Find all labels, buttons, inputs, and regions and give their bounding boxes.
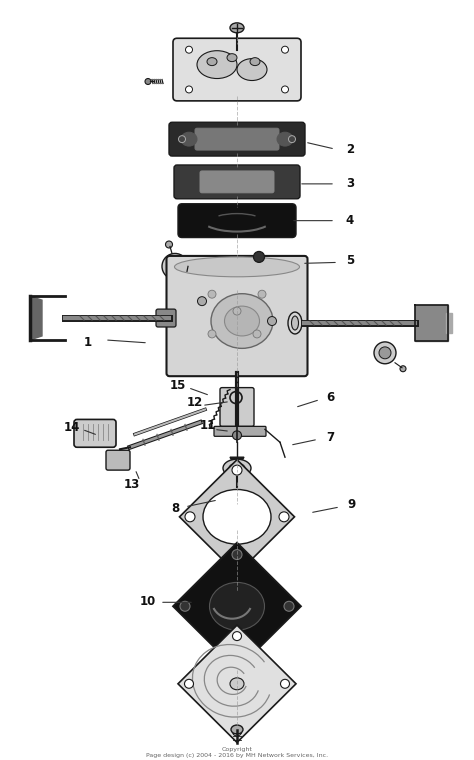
- Ellipse shape: [232, 559, 242, 568]
- Ellipse shape: [185, 86, 192, 93]
- FancyBboxPatch shape: [200, 171, 274, 193]
- Text: 4: 4: [346, 214, 354, 227]
- Ellipse shape: [254, 252, 264, 262]
- Ellipse shape: [185, 511, 195, 522]
- Ellipse shape: [233, 307, 241, 315]
- FancyBboxPatch shape: [74, 420, 116, 447]
- Polygon shape: [173, 543, 301, 670]
- Ellipse shape: [223, 459, 251, 477]
- Ellipse shape: [237, 59, 267, 81]
- FancyBboxPatch shape: [178, 204, 296, 238]
- Ellipse shape: [282, 86, 289, 93]
- Polygon shape: [180, 460, 294, 574]
- Ellipse shape: [162, 253, 188, 279]
- Ellipse shape: [250, 58, 260, 65]
- Ellipse shape: [198, 296, 207, 306]
- Ellipse shape: [258, 290, 266, 298]
- Ellipse shape: [233, 727, 241, 736]
- Ellipse shape: [203, 489, 271, 544]
- Ellipse shape: [208, 330, 216, 338]
- Polygon shape: [230, 458, 244, 469]
- Ellipse shape: [284, 601, 294, 611]
- Ellipse shape: [233, 632, 241, 641]
- Ellipse shape: [292, 316, 299, 330]
- Text: 13: 13: [124, 477, 140, 490]
- Ellipse shape: [232, 465, 242, 475]
- Ellipse shape: [227, 54, 237, 62]
- Ellipse shape: [232, 653, 242, 663]
- Ellipse shape: [400, 366, 406, 372]
- Ellipse shape: [185, 46, 192, 53]
- Ellipse shape: [108, 451, 128, 467]
- FancyBboxPatch shape: [174, 165, 300, 199]
- Text: 7: 7: [326, 431, 334, 444]
- Text: 15: 15: [170, 379, 186, 392]
- Ellipse shape: [179, 136, 185, 143]
- Ellipse shape: [184, 679, 193, 689]
- Ellipse shape: [277, 132, 293, 146]
- Ellipse shape: [174, 257, 300, 277]
- Text: 11: 11: [200, 419, 216, 432]
- Ellipse shape: [225, 306, 259, 336]
- FancyBboxPatch shape: [106, 450, 130, 470]
- Ellipse shape: [181, 132, 197, 146]
- Polygon shape: [446, 313, 452, 333]
- Ellipse shape: [207, 58, 217, 65]
- Ellipse shape: [279, 511, 289, 522]
- Ellipse shape: [230, 678, 244, 690]
- Text: Copyright
Page design (c) 2004 - 2016 by MH Network Services, Inc.: Copyright Page design (c) 2004 - 2016 by…: [146, 747, 328, 758]
- Ellipse shape: [374, 342, 396, 364]
- Ellipse shape: [167, 258, 183, 274]
- Text: 12: 12: [187, 396, 203, 409]
- Ellipse shape: [180, 601, 190, 611]
- Polygon shape: [178, 625, 296, 743]
- Text: 3: 3: [346, 177, 354, 190]
- Ellipse shape: [379, 347, 391, 359]
- Text: 5: 5: [346, 254, 354, 267]
- Ellipse shape: [145, 78, 151, 84]
- Ellipse shape: [253, 330, 261, 338]
- Text: 9: 9: [348, 499, 356, 511]
- FancyBboxPatch shape: [220, 388, 254, 426]
- Text: 6: 6: [326, 391, 334, 404]
- Ellipse shape: [208, 290, 216, 298]
- Ellipse shape: [229, 463, 245, 473]
- Text: 2: 2: [346, 143, 354, 156]
- FancyBboxPatch shape: [156, 309, 176, 327]
- FancyBboxPatch shape: [214, 426, 266, 436]
- FancyBboxPatch shape: [166, 256, 308, 376]
- Text: 8: 8: [171, 502, 179, 515]
- Ellipse shape: [233, 431, 241, 440]
- Ellipse shape: [267, 317, 276, 325]
- Text: 14: 14: [64, 421, 80, 434]
- Text: 1: 1: [84, 337, 92, 350]
- FancyBboxPatch shape: [173, 38, 301, 101]
- Ellipse shape: [232, 549, 242, 559]
- FancyBboxPatch shape: [195, 128, 279, 150]
- Polygon shape: [30, 296, 42, 340]
- Text: 10: 10: [140, 595, 156, 608]
- Ellipse shape: [210, 582, 264, 630]
- Ellipse shape: [165, 241, 173, 248]
- Ellipse shape: [230, 23, 244, 33]
- Ellipse shape: [282, 46, 289, 53]
- Ellipse shape: [197, 51, 237, 78]
- Polygon shape: [415, 305, 448, 341]
- FancyBboxPatch shape: [169, 122, 305, 156]
- Ellipse shape: [211, 293, 273, 348]
- Ellipse shape: [281, 679, 290, 689]
- Ellipse shape: [289, 136, 295, 143]
- Ellipse shape: [231, 725, 243, 734]
